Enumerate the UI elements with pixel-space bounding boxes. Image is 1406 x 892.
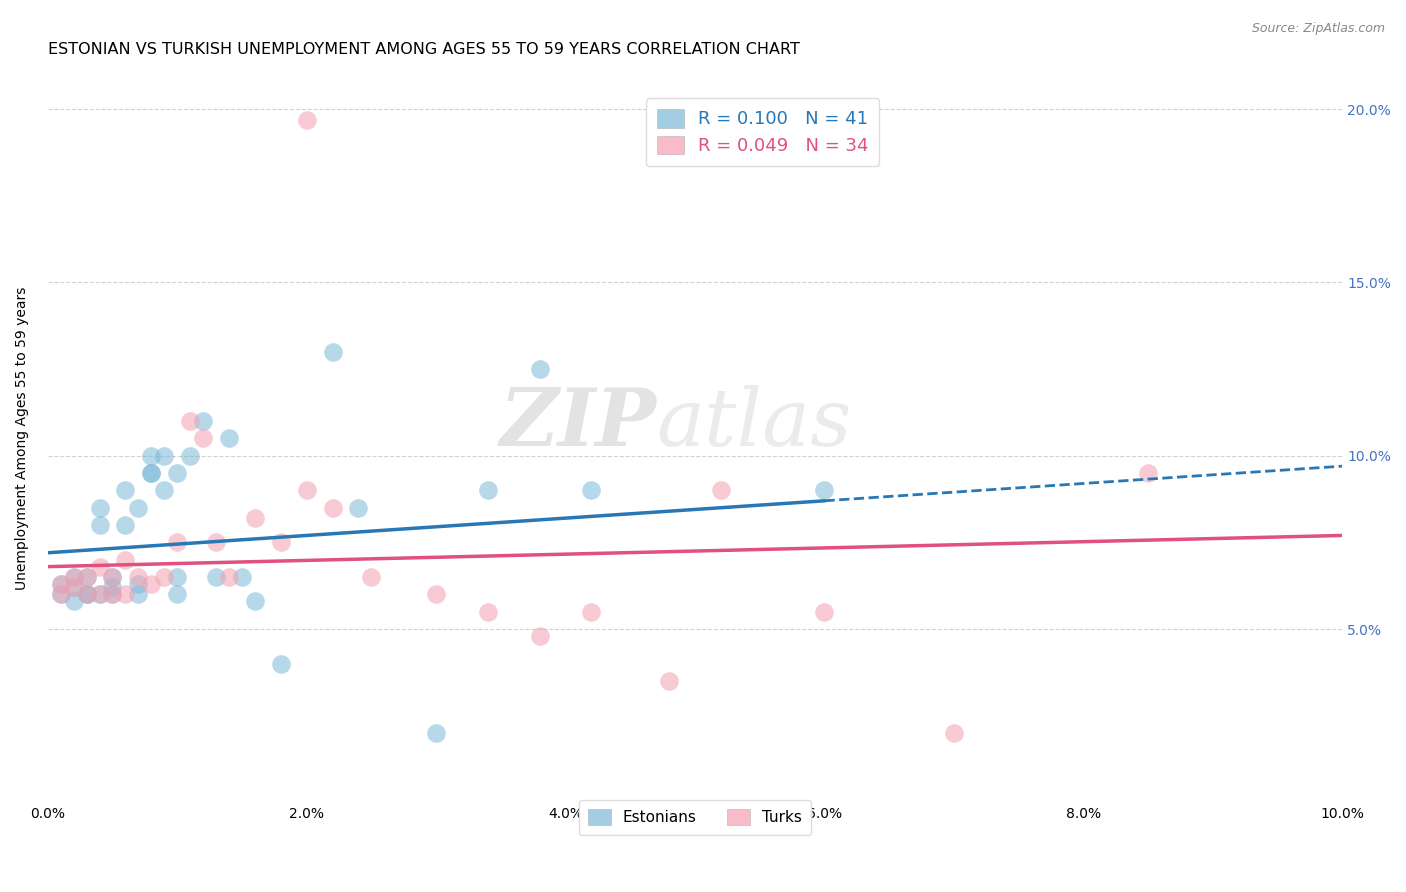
Point [127, 577, 149, 591]
Point [141, 466, 163, 480]
Point [89, 587, 111, 601]
Point [710, 483, 733, 498]
Point [166, 570, 188, 584]
Point [49, 577, 72, 591]
Point [477, 483, 499, 498]
Point [166, 466, 188, 480]
Point [270, 535, 292, 549]
Point [101, 570, 124, 584]
Point [529, 629, 551, 643]
Point [76, 570, 98, 584]
Point [89, 500, 111, 515]
Point [89, 587, 111, 601]
Point [62, 570, 84, 584]
Point [191, 414, 214, 428]
Point [49, 587, 72, 601]
Text: ZIP: ZIP [499, 385, 657, 463]
Point [218, 570, 240, 584]
Point [76, 587, 98, 601]
Point [166, 587, 188, 601]
Point [101, 587, 124, 601]
Point [49, 587, 72, 601]
Point [114, 483, 136, 498]
Point [76, 587, 98, 601]
Point [127, 587, 149, 601]
Point [141, 466, 163, 480]
Point [813, 483, 835, 498]
Point [153, 570, 176, 584]
Point [62, 581, 84, 595]
Point [179, 449, 201, 463]
Point [153, 483, 176, 498]
Point [1137, 466, 1160, 480]
Text: ESTONIAN VS TURKISH UNEMPLOYMENT AMONG AGES 55 TO 59 YEARS CORRELATION CHART: ESTONIAN VS TURKISH UNEMPLOYMENT AMONG A… [48, 42, 800, 57]
Point [205, 535, 228, 549]
Point [101, 581, 124, 595]
Point [89, 559, 111, 574]
Text: Source: ZipAtlas.com: Source: ZipAtlas.com [1251, 22, 1385, 36]
Point [243, 511, 266, 525]
Point [62, 581, 84, 595]
Point [425, 587, 447, 601]
Point [231, 570, 253, 584]
Point [153, 449, 176, 463]
Point [295, 112, 318, 127]
Point [127, 570, 149, 584]
Point [425, 726, 447, 740]
Point [127, 500, 149, 515]
Point [942, 726, 965, 740]
Point [114, 587, 136, 601]
Point [141, 449, 163, 463]
Point [360, 570, 382, 584]
Point [114, 552, 136, 566]
Point [62, 594, 84, 608]
Legend: Estonians, Turks: Estonians, Turks [578, 800, 811, 835]
Point [49, 577, 72, 591]
Point [205, 570, 228, 584]
Point [218, 432, 240, 446]
Point [581, 605, 603, 619]
Point [62, 570, 84, 584]
Point [141, 577, 163, 591]
Point [89, 518, 111, 533]
Point [295, 483, 318, 498]
Point [529, 362, 551, 376]
Point [179, 414, 201, 428]
Point [581, 483, 603, 498]
Point [243, 594, 266, 608]
Point [101, 570, 124, 584]
Point [114, 518, 136, 533]
Point [322, 500, 344, 515]
Point [477, 605, 499, 619]
Point [322, 344, 344, 359]
Point [191, 432, 214, 446]
Y-axis label: Unemployment Among Ages 55 to 59 years: Unemployment Among Ages 55 to 59 years [15, 286, 30, 591]
Point [101, 587, 124, 601]
Text: atlas: atlas [657, 385, 852, 463]
Point [166, 535, 188, 549]
Point [658, 673, 681, 688]
Point [270, 657, 292, 671]
Point [76, 587, 98, 601]
Point [76, 570, 98, 584]
Point [347, 500, 370, 515]
Point [813, 605, 835, 619]
